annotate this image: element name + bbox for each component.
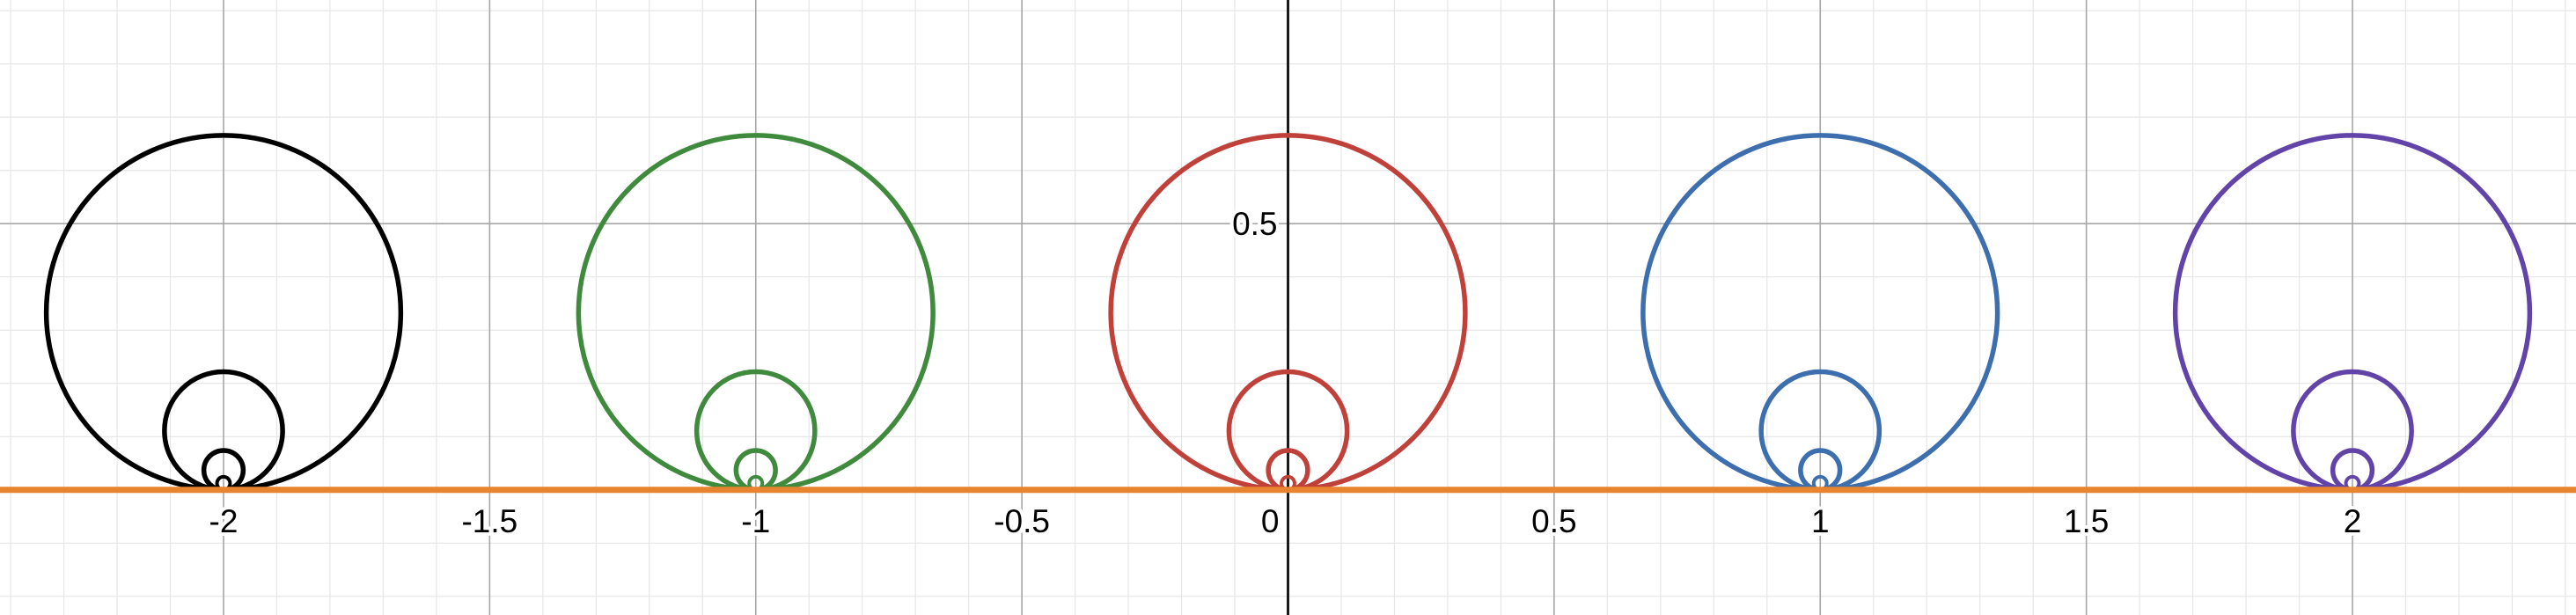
x-tick-label: -0.5 [994, 503, 1050, 539]
x-tick-label: -1.5 [461, 503, 517, 539]
x-tick-label: 0.5 [1531, 503, 1576, 539]
x-tick-label: -2 [209, 503, 239, 539]
x-tick-label: -1 [741, 503, 770, 539]
x-tick-label: 1 [1811, 503, 1830, 539]
x-tick-label: 1.5 [2064, 503, 2109, 539]
y-tick-label: 0.5 [1232, 206, 1277, 242]
tick-labels: -2 -1.5 -1 -0.5 0 0.5 1 1.5 2 0.5 [206, 202, 2366, 543]
x-tick-label: 2 [2344, 503, 2362, 539]
x-tick-label: 0 [1261, 503, 1280, 539]
